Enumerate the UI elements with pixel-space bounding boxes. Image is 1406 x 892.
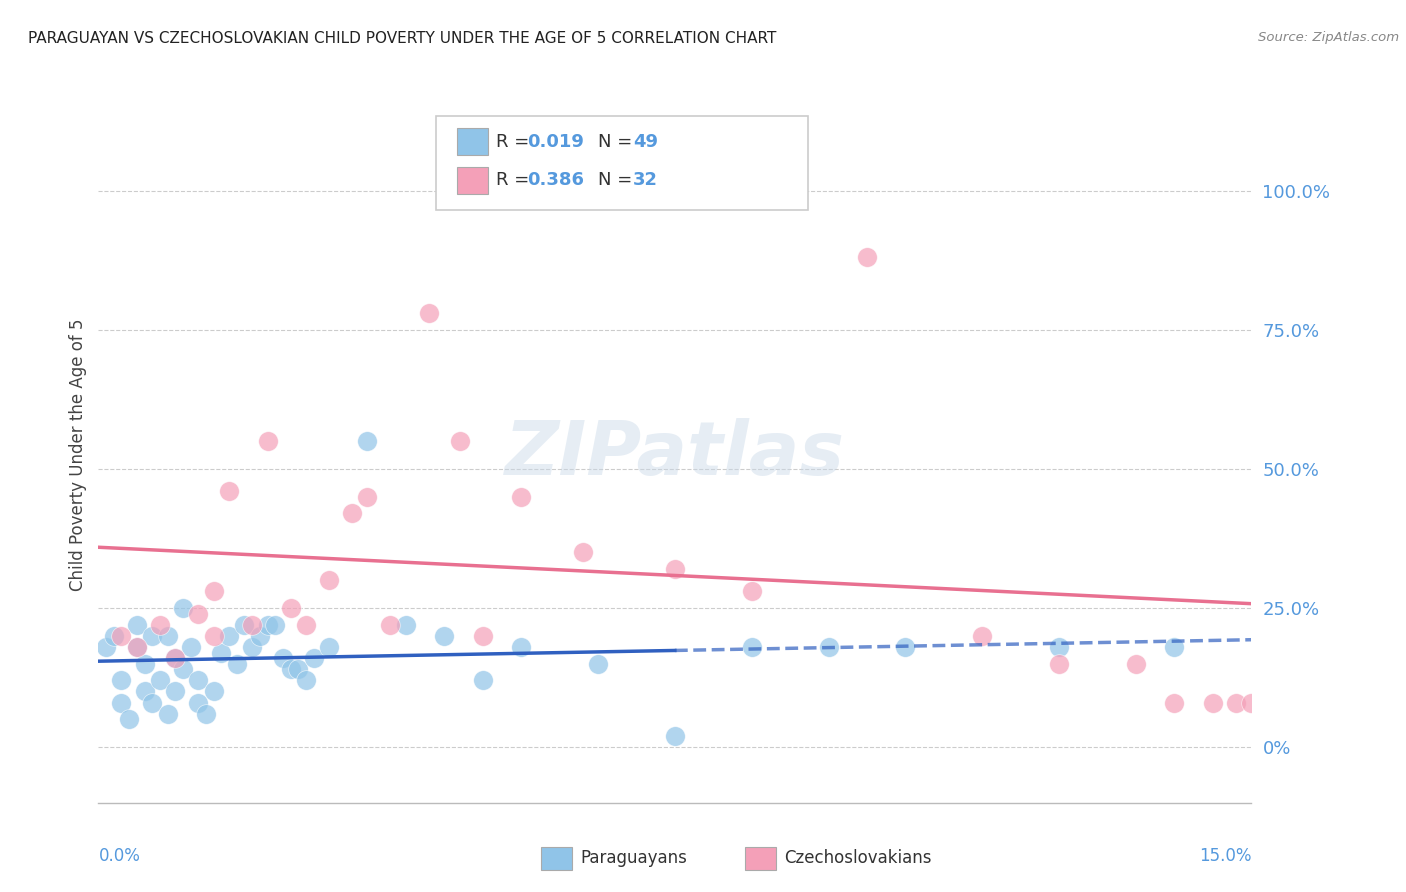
Point <box>817 640 839 654</box>
Point <box>165 651 187 665</box>
Text: Source: ZipAtlas.com: Source: ZipAtlas.com <box>1258 31 1399 45</box>
Point <box>125 617 148 632</box>
Point <box>779 172 801 186</box>
Text: Czechoslovakians: Czechoslovakians <box>785 849 932 867</box>
Point <box>165 651 187 665</box>
Point <box>202 584 225 599</box>
Point <box>295 673 318 688</box>
Point <box>395 617 418 632</box>
Point <box>240 617 263 632</box>
Point <box>356 490 378 504</box>
Point <box>1163 640 1185 654</box>
Point <box>187 673 209 688</box>
Point <box>1225 696 1247 710</box>
Point <box>664 562 686 576</box>
Text: 0.0%: 0.0% <box>98 847 141 865</box>
Point <box>225 657 247 671</box>
Point <box>586 657 609 671</box>
Text: R =: R = <box>496 133 536 151</box>
Point <box>433 629 456 643</box>
Point <box>156 629 179 643</box>
Point <box>264 617 287 632</box>
Point <box>280 662 302 676</box>
Point <box>271 651 294 665</box>
Point <box>418 306 440 320</box>
Point <box>302 651 325 665</box>
Point <box>180 640 202 654</box>
Point <box>233 617 256 632</box>
Text: N =: N = <box>598 171 637 189</box>
Text: Paraguayans: Paraguayans <box>581 849 688 867</box>
Point <box>149 617 172 632</box>
Point <box>149 673 172 688</box>
Point <box>103 629 125 643</box>
Point <box>202 684 225 698</box>
Point <box>187 607 209 621</box>
Point <box>110 629 132 643</box>
Point <box>318 573 340 587</box>
Point <box>318 640 340 654</box>
Point <box>187 696 209 710</box>
Point <box>202 629 225 643</box>
Point <box>1125 657 1147 671</box>
Point <box>510 490 533 504</box>
Text: 0.019: 0.019 <box>527 133 583 151</box>
Point <box>356 434 378 448</box>
Point <box>249 629 271 643</box>
Point <box>856 250 879 264</box>
Text: 15.0%: 15.0% <box>1199 847 1251 865</box>
Point <box>1202 696 1225 710</box>
Point <box>295 617 318 632</box>
Point <box>1047 657 1070 671</box>
Text: PARAGUAYAN VS CZECHOSLOVAKIAN CHILD POVERTY UNDER THE AGE OF 5 CORRELATION CHART: PARAGUAYAN VS CZECHOSLOVAKIAN CHILD POVE… <box>28 31 776 46</box>
Point <box>741 584 763 599</box>
Point <box>125 640 148 654</box>
Point <box>1240 696 1263 710</box>
Point <box>134 684 156 698</box>
Point <box>110 673 132 688</box>
Y-axis label: Child Poverty Under the Age of 5: Child Poverty Under the Age of 5 <box>69 318 87 591</box>
Point <box>256 617 278 632</box>
Point <box>741 640 763 654</box>
Point <box>280 601 302 615</box>
Text: N =: N = <box>598 133 637 151</box>
Point <box>256 434 278 448</box>
Point <box>218 629 240 643</box>
Point <box>510 640 533 654</box>
Point <box>972 629 994 643</box>
Point <box>118 712 141 726</box>
Point <box>156 706 179 721</box>
Point <box>141 629 163 643</box>
Point <box>664 729 686 743</box>
Point <box>172 662 194 676</box>
Point <box>94 640 117 654</box>
Point <box>380 617 402 632</box>
Point <box>165 684 187 698</box>
Point <box>471 629 494 643</box>
Point <box>340 507 363 521</box>
Point <box>209 646 232 660</box>
Text: ZIPatlas: ZIPatlas <box>505 418 845 491</box>
Text: 32: 32 <box>633 171 658 189</box>
Point <box>134 657 156 671</box>
Point <box>172 601 194 615</box>
Point <box>571 545 593 559</box>
Point <box>125 640 148 654</box>
Point <box>195 706 218 721</box>
Point <box>1047 640 1070 654</box>
Text: 0.386: 0.386 <box>527 171 585 189</box>
Point <box>141 696 163 710</box>
Point <box>110 696 132 710</box>
Text: R =: R = <box>496 171 536 189</box>
Point <box>1163 696 1185 710</box>
Point <box>471 673 494 688</box>
Point <box>894 640 917 654</box>
Point <box>218 484 240 499</box>
Point <box>287 662 309 676</box>
Point <box>449 434 471 448</box>
Point <box>240 640 263 654</box>
Text: 49: 49 <box>633 133 658 151</box>
